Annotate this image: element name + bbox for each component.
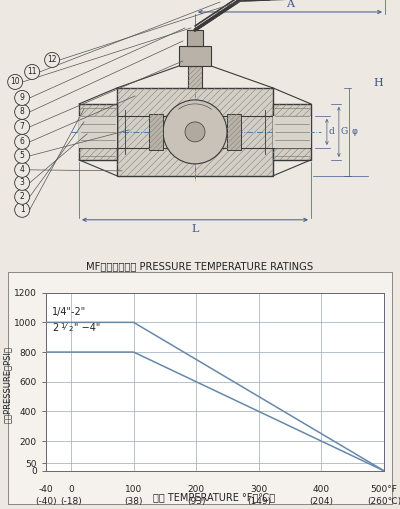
- Text: " −4": " −4": [74, 323, 100, 333]
- Text: 500°F: 500°F: [370, 485, 398, 494]
- Text: (-18): (-18): [60, 497, 82, 506]
- Text: (260℃): (260℃): [367, 497, 400, 506]
- Text: 200: 200: [188, 485, 205, 494]
- Bar: [188, 66, 202, 88]
- Text: φ: φ: [352, 127, 358, 136]
- Circle shape: [185, 122, 205, 142]
- Text: 100: 100: [125, 485, 142, 494]
- Circle shape: [45, 52, 60, 68]
- Text: 2: 2: [52, 323, 58, 333]
- Text: 2: 2: [20, 192, 24, 202]
- Bar: [273, 104, 311, 160]
- Text: (-40): (-40): [35, 497, 57, 506]
- Text: 5: 5: [20, 151, 24, 160]
- Text: A: A: [286, 0, 294, 9]
- Bar: [79, 104, 117, 160]
- Bar: [227, 114, 241, 150]
- Text: 0: 0: [68, 485, 74, 494]
- Text: 11: 11: [27, 67, 37, 76]
- Circle shape: [15, 162, 30, 177]
- Text: 400: 400: [313, 485, 330, 494]
- Text: (93): (93): [187, 497, 206, 506]
- Circle shape: [15, 175, 30, 190]
- Bar: [79, 116, 117, 148]
- Bar: [117, 88, 273, 176]
- Text: 4: 4: [20, 165, 24, 175]
- Text: 12: 12: [47, 55, 57, 65]
- Text: 6: 6: [20, 137, 24, 147]
- Text: G: G: [341, 127, 348, 136]
- Circle shape: [15, 91, 30, 105]
- Text: 8: 8: [20, 107, 24, 117]
- Text: L: L: [191, 224, 199, 234]
- Text: H: H: [374, 78, 384, 89]
- Text: 10: 10: [10, 77, 20, 87]
- Text: 3: 3: [20, 178, 24, 187]
- Text: (38): (38): [124, 497, 143, 506]
- Text: 温度 TEMPERATURE °F（℃）: 温度 TEMPERATURE °F（℃）: [153, 492, 275, 502]
- Circle shape: [25, 65, 40, 79]
- Circle shape: [15, 134, 30, 149]
- Text: 1: 1: [20, 205, 24, 214]
- Text: 1/4"-2": 1/4"-2": [52, 307, 86, 317]
- Circle shape: [15, 202, 30, 217]
- Text: 1: 1: [60, 323, 64, 329]
- Text: -40: -40: [39, 485, 53, 494]
- Text: d: d: [329, 127, 335, 136]
- Bar: [273, 116, 311, 148]
- Circle shape: [15, 104, 30, 120]
- Circle shape: [15, 120, 30, 134]
- Circle shape: [15, 149, 30, 163]
- Circle shape: [163, 100, 227, 164]
- Text: (204): (204): [310, 497, 334, 506]
- Text: 7: 7: [20, 122, 24, 131]
- Circle shape: [15, 189, 30, 204]
- Text: 9: 9: [20, 94, 24, 102]
- Bar: [187, 30, 203, 46]
- Bar: [149, 114, 163, 150]
- Text: ⁄: ⁄: [65, 323, 66, 332]
- Text: 300: 300: [250, 485, 268, 494]
- Bar: [179, 46, 211, 66]
- Text: MF压力温度定额 PRESSURE TEMPERATURE RATINGS: MF压力温度定额 PRESSURE TEMPERATURE RATINGS: [86, 261, 314, 271]
- Text: 2: 2: [68, 326, 73, 332]
- Text: 压力PRESSURE（PSI）: 压力PRESSURE（PSI）: [3, 346, 12, 423]
- Circle shape: [8, 74, 23, 90]
- Text: (149): (149): [247, 497, 271, 506]
